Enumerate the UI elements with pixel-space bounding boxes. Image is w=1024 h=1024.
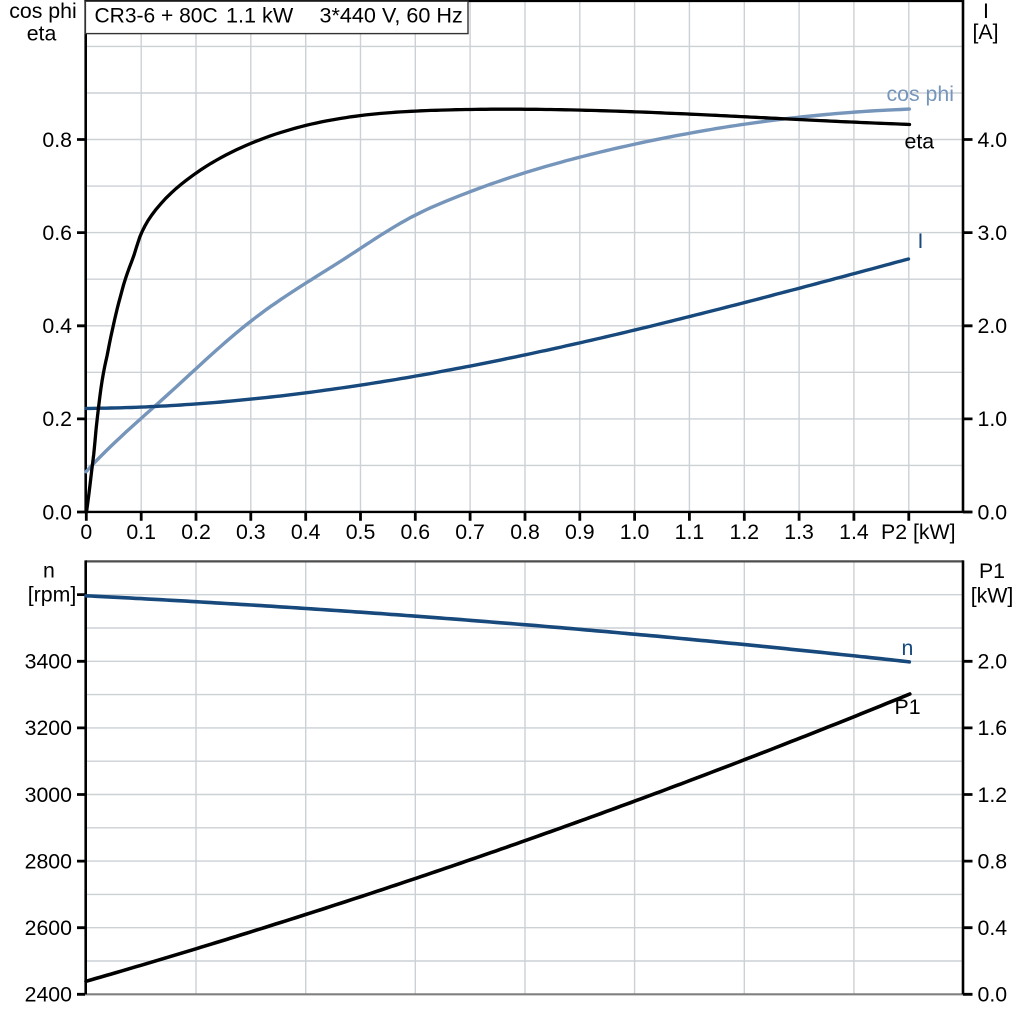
svg-text:0.7: 0.7 (455, 520, 485, 544)
svg-text:0.8: 0.8 (978, 849, 1008, 873)
svg-text:0.9: 0.9 (565, 520, 595, 544)
svg-text:1.3: 1.3 (784, 520, 814, 544)
svg-text:0.8: 0.8 (42, 128, 72, 152)
svg-text:[A]: [A] (972, 20, 998, 44)
svg-text:2400: 2400 (25, 983, 73, 1007)
svg-text:1.1 kW: 1.1 kW (226, 2, 294, 27)
svg-text:1.0: 1.0 (978, 407, 1008, 431)
svg-text:P2 [kW]: P2 [kW] (881, 520, 956, 544)
svg-text:0.0: 0.0 (978, 983, 1008, 1007)
svg-text:1.2: 1.2 (978, 783, 1008, 807)
svg-text:cos phi: cos phi (9, 0, 76, 23)
svg-text:eta: eta (27, 22, 57, 46)
svg-text:eta: eta (905, 129, 935, 153)
svg-text:3200: 3200 (25, 716, 73, 740)
svg-text:0.1: 0.1 (126, 520, 156, 544)
svg-text:0.4: 0.4 (42, 314, 72, 338)
svg-text:3.0: 3.0 (978, 221, 1008, 245)
svg-text:[rpm]: [rpm] (28, 583, 77, 607)
svg-text:0.6: 0.6 (42, 221, 72, 245)
svg-text:0.5: 0.5 (346, 520, 376, 544)
svg-text:I: I (983, 0, 989, 23)
svg-text:0.6: 0.6 (400, 520, 430, 544)
svg-text:[kW]: [kW] (971, 584, 1014, 608)
svg-text:I: I (918, 229, 924, 253)
svg-text:3*440 V, 60 Hz: 3*440 V, 60 Hz (320, 2, 463, 27)
svg-text:2600: 2600 (25, 916, 73, 940)
svg-text:1.1: 1.1 (675, 520, 705, 544)
svg-text:0.0: 0.0 (978, 500, 1008, 524)
svg-text:2.0: 2.0 (978, 650, 1008, 674)
svg-text:0.3: 0.3 (236, 520, 266, 544)
svg-text:1.0: 1.0 (620, 520, 650, 544)
svg-text:n: n (43, 559, 55, 583)
svg-text:1.6: 1.6 (978, 716, 1008, 740)
svg-text:0: 0 (80, 520, 92, 544)
svg-text:0.2: 0.2 (181, 520, 211, 544)
svg-text:0.4: 0.4 (291, 520, 321, 544)
svg-text:0.0: 0.0 (42, 500, 72, 524)
svg-text:1.2: 1.2 (729, 520, 759, 544)
svg-text:2800: 2800 (25, 849, 73, 873)
svg-text:3400: 3400 (25, 650, 73, 674)
svg-text:n: n (902, 636, 914, 660)
svg-text:P1: P1 (979, 559, 1005, 583)
svg-text:0.2: 0.2 (42, 407, 72, 431)
svg-text:0.4: 0.4 (978, 916, 1008, 940)
svg-text:2.0: 2.0 (978, 314, 1008, 338)
svg-text:3000: 3000 (25, 783, 73, 807)
svg-text:1.4: 1.4 (839, 520, 869, 544)
svg-text:cos phi: cos phi (887, 82, 954, 106)
svg-text:P1: P1 (895, 695, 921, 719)
svg-text:0.8: 0.8 (510, 520, 540, 544)
svg-text:CR3-6 + 80C: CR3-6 + 80C (95, 4, 218, 27)
svg-text:4.0: 4.0 (978, 128, 1008, 152)
